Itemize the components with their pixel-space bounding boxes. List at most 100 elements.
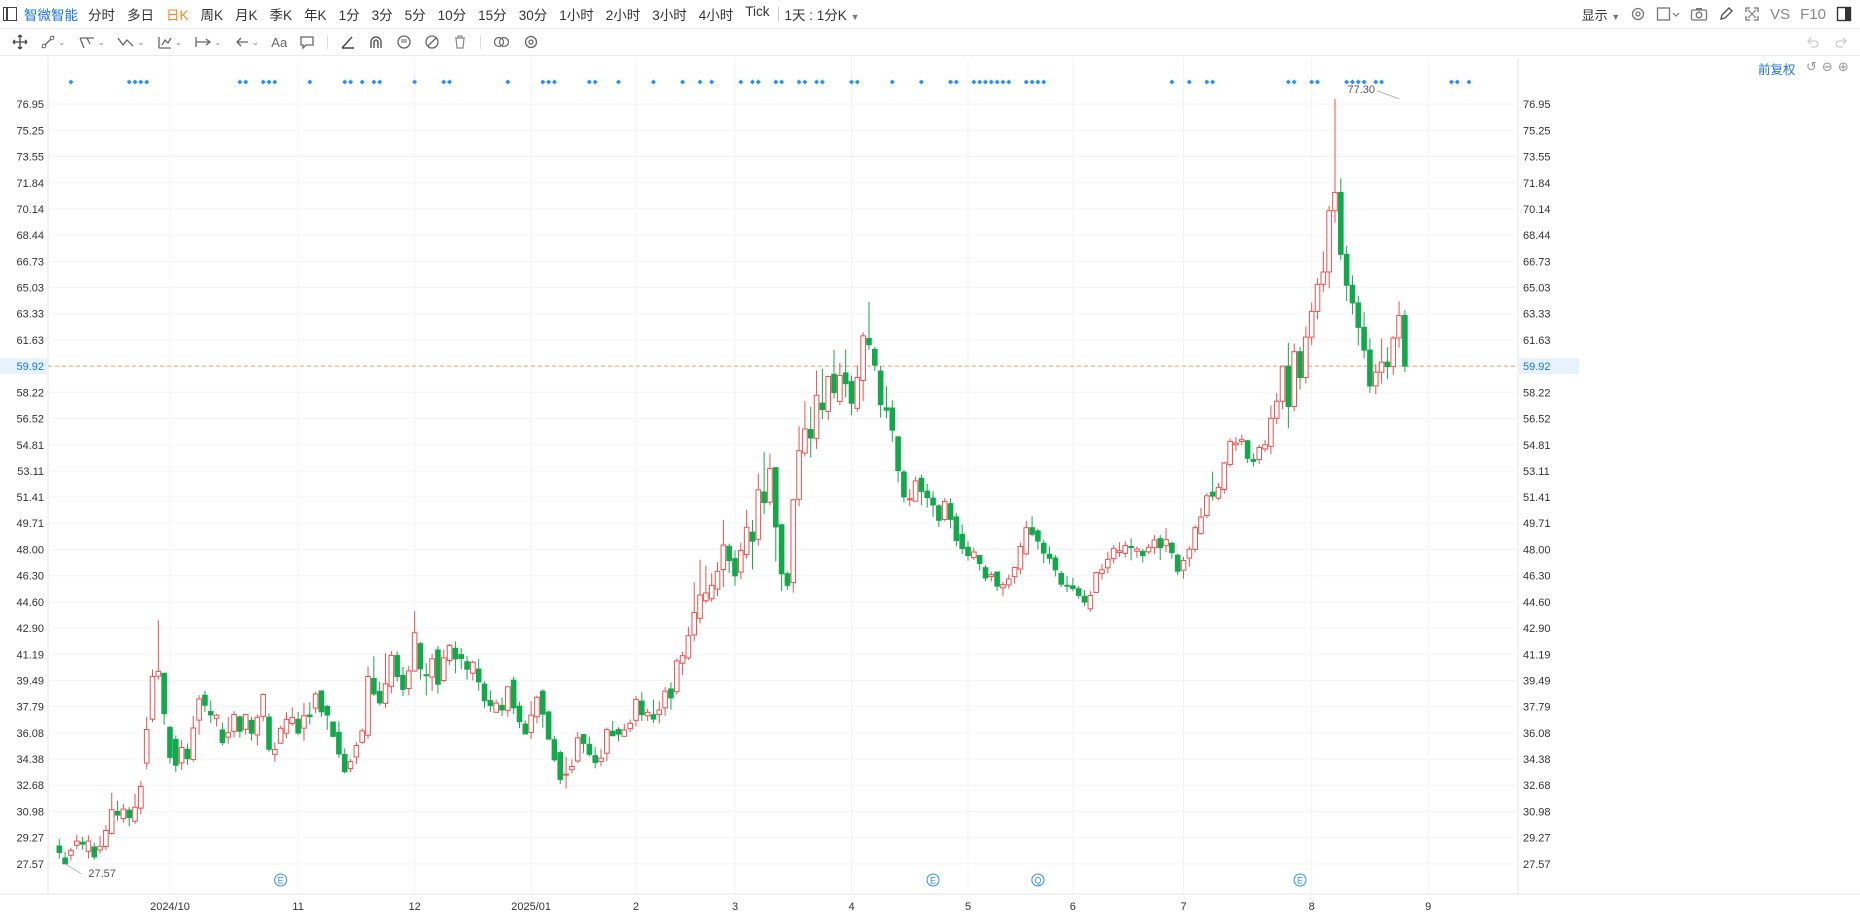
candle-body[interactable]: [1110, 547, 1117, 560]
angle-tool[interactable]: [340, 34, 356, 50]
candle-body[interactable]: [947, 503, 954, 520]
candle-body[interactable]: [283, 718, 290, 734]
zoom-in-icon[interactable]: ⊕: [1837, 59, 1854, 74]
candle-body[interactable]: [1052, 557, 1059, 571]
candle-body[interactable]: [1256, 447, 1263, 461]
delete-tool[interactable]: [452, 34, 468, 50]
event-marker[interactable]: [1285, 79, 1291, 85]
candle-body[interactable]: [1139, 550, 1146, 557]
candle-body[interactable]: [755, 489, 762, 540]
candle-body[interactable]: [790, 499, 797, 584]
candle-body[interactable]: [306, 714, 313, 717]
candle-body[interactable]: [1221, 462, 1228, 491]
candle-body[interactable]: [580, 734, 587, 744]
candle-body[interactable]: [400, 674, 406, 690]
overlay-tool[interactable]: [493, 34, 511, 50]
candle-body[interactable]: [1285, 365, 1292, 407]
candle-body[interactable]: [1244, 440, 1251, 459]
candle-body[interactable]: [906, 498, 913, 501]
candle-body[interactable]: [1367, 349, 1373, 387]
event-marker[interactable]: [749, 79, 755, 85]
event-marker[interactable]: [592, 79, 598, 85]
candle-body[interactable]: [1262, 444, 1268, 450]
event-marker[interactable]: [616, 79, 621, 85]
timeframe-tab[interactable]: Tick: [745, 4, 770, 19]
candle-body[interactable]: [219, 729, 226, 743]
candle-body[interactable]: [825, 375, 832, 413]
event-marker[interactable]: [1349, 79, 1355, 85]
candle-body[interactable]: [1273, 400, 1280, 419]
candle-body[interactable]: [563, 773, 569, 776]
candle-body[interactable]: [1070, 585, 1076, 589]
line-tool[interactable]: ⌄: [40, 34, 66, 50]
event-marker[interactable]: [814, 79, 820, 85]
candle-body[interactable]: [120, 808, 127, 820]
candle-body[interactable]: [143, 729, 150, 764]
candle-body[interactable]: [703, 592, 709, 602]
candle-body[interactable]: [1349, 284, 1356, 304]
candle-body[interactable]: [860, 335, 866, 381]
candle-body[interactable]: [423, 674, 430, 677]
settings-icon[interactable]: [1630, 6, 1646, 22]
candle-body[interactable]: [656, 709, 663, 716]
event-marker[interactable]: [971, 79, 977, 85]
candle-body[interactable]: [743, 526, 750, 556]
candle-body[interactable]: [1268, 417, 1274, 447]
event-marker[interactable]: [1373, 79, 1379, 85]
candle-body[interactable]: [388, 654, 395, 687]
timeframe-tab[interactable]: 2小时: [605, 8, 641, 23]
candle-body[interactable]: [272, 748, 278, 755]
candle-body[interactable]: [277, 727, 284, 744]
candle-body[interactable]: [330, 721, 336, 737]
candle-body[interactable]: [371, 677, 377, 695]
candle-body[interactable]: [481, 683, 488, 702]
candle-body[interactable]: [213, 714, 220, 719]
candle-body[interactable]: [475, 668, 482, 683]
candle-body[interactable]: [819, 402, 826, 411]
candle-body[interactable]: [1355, 302, 1362, 328]
event-marker[interactable]: [1344, 79, 1350, 85]
candle-body[interactable]: [1192, 527, 1198, 550]
candle-body[interactable]: [1157, 538, 1164, 549]
f10-button[interactable]: F10: [1800, 5, 1826, 23]
event-marker[interactable]: [272, 79, 278, 85]
event-marker[interactable]: [1204, 79, 1210, 85]
candle-body[interactable]: [1209, 491, 1216, 497]
event-marker[interactable]: [505, 79, 511, 85]
candle-body[interactable]: [534, 696, 540, 718]
candle-body[interactable]: [738, 549, 744, 573]
candle-body[interactable]: [1134, 548, 1140, 552]
candle-body[interactable]: [813, 394, 820, 439]
bottom-event-marker[interactable]: [926, 873, 940, 887]
candle-body[interactable]: [1151, 539, 1158, 549]
candle-body[interactable]: [767, 468, 773, 503]
event-marker[interactable]: [447, 79, 453, 85]
candle-body[interactable]: [114, 810, 121, 816]
candle-body[interactable]: [202, 694, 208, 706]
candle-body[interactable]: [807, 429, 814, 439]
zoom-out-icon[interactable]: ⊖: [1821, 59, 1838, 74]
timeframe-tab[interactable]: 年K: [304, 8, 327, 23]
event-marker[interactable]: [755, 79, 761, 85]
candle-body[interactable]: [965, 546, 971, 557]
candle-body[interactable]: [976, 555, 983, 565]
event-marker[interactable]: [948, 79, 954, 85]
candle-body[interactable]: [633, 698, 639, 721]
event-marker[interactable]: [819, 79, 825, 85]
event-marker[interactable]: [709, 79, 715, 85]
event-marker[interactable]: [377, 79, 383, 85]
combo-period-selector[interactable]: 1天 : 1分K ▼: [785, 4, 860, 24]
candle-body[interactable]: [691, 611, 698, 636]
candle-body[interactable]: [627, 722, 633, 730]
undo-icon[interactable]: [1804, 34, 1820, 50]
candle-body[interactable]: [1204, 495, 1210, 517]
event-marker[interactable]: [546, 79, 552, 85]
event-marker[interactable]: [68, 79, 74, 85]
event-marker[interactable]: [412, 79, 418, 85]
candle-body[interactable]: [266, 716, 272, 750]
candle-body[interactable]: [1297, 351, 1303, 379]
candle-body[interactable]: [1064, 584, 1070, 587]
event-marker[interactable]: [1041, 79, 1047, 85]
candle-body[interactable]: [866, 337, 872, 346]
layout-icon[interactable]: [1656, 6, 1680, 22]
